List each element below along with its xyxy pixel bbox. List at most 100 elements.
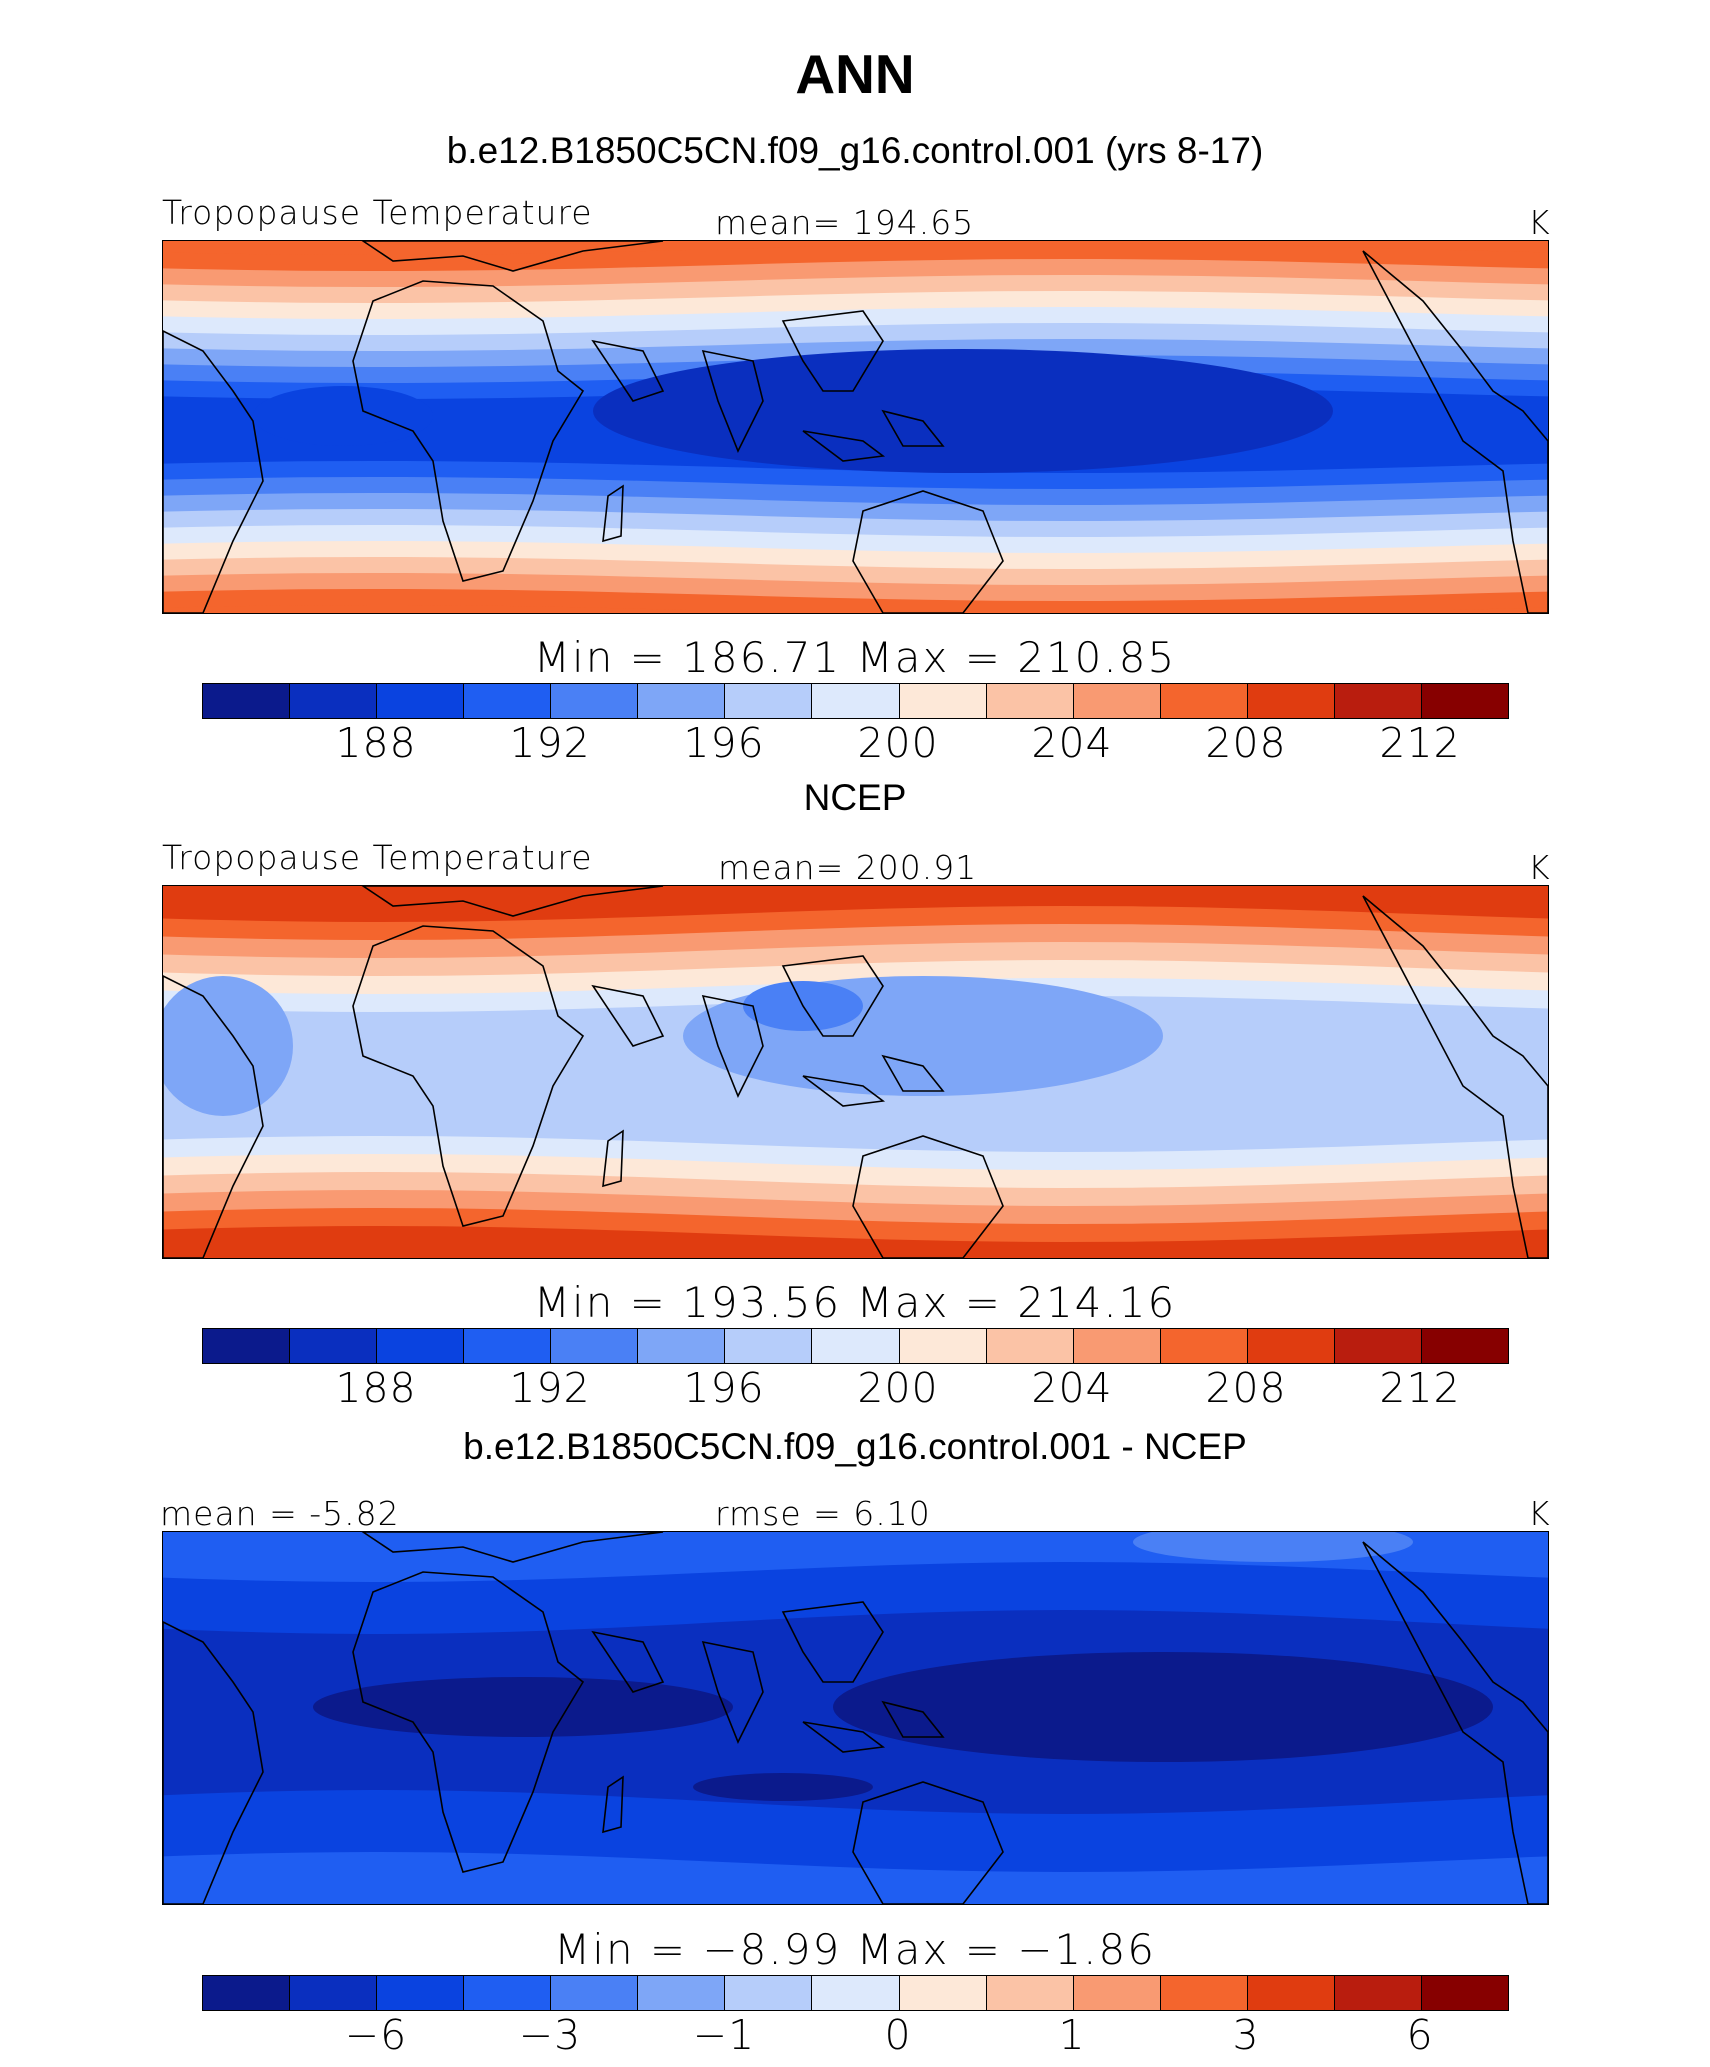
colorbar-tick-label: 212 (1379, 1364, 1461, 1412)
colorbar-cell (290, 684, 378, 718)
colorbar-cell (1247, 1329, 1335, 1363)
colorbar-tick-label: 196 (683, 1364, 765, 1412)
panel-1-units-label: K (1528, 203, 1551, 242)
coastline (602, 1129, 624, 1188)
coastline (163, 330, 264, 613)
colorbar-cell (1334, 1976, 1422, 2010)
colorbar-cell (725, 684, 813, 718)
coastline (852, 1135, 1004, 1258)
panel-3-min-max: Min = −8.99 Max = −1.86 (554, 1925, 1156, 1974)
panel-3-colorbar-ticks: −6 −3 −1 0 1 3 6 (202, 2011, 1507, 2059)
colorbar-cell (1247, 1976, 1335, 2010)
coastline (852, 490, 1004, 613)
colorbar-cell (1160, 1976, 1248, 2010)
coastline (781, 1601, 945, 1753)
colorbar-tick-label: 0 (884, 2011, 912, 2059)
colorbar-cell (812, 1976, 900, 2010)
colorbar-cell (1334, 684, 1422, 718)
colorbar-tick-label: −3 (518, 2011, 582, 2059)
panel-1-field (163, 241, 1548, 613)
colorbar-cell (986, 684, 1074, 718)
panel-2-colorbar (202, 1328, 1509, 1364)
colorbar-tick-label: 200 (857, 719, 939, 767)
colorbar-tick-label: 200 (857, 1364, 939, 1412)
panel-3-field (163, 1532, 1548, 1904)
panel-2-variable-label: Tropopause Temperature (162, 838, 593, 877)
panel-2-map (162, 885, 1549, 1259)
coastline (361, 1532, 664, 1563)
contour-region (253, 386, 433, 446)
colorbar-cell (1421, 684, 1508, 718)
colorbar-tick-label: −6 (344, 2011, 408, 2059)
contour-region (833, 1652, 1493, 1762)
colorbar-tick-label: 1 (1058, 2011, 1086, 2059)
panel-1-map (162, 240, 1549, 614)
colorbar-cell (1073, 684, 1161, 718)
colorbar-cell (1073, 1976, 1161, 2010)
coastline (163, 1621, 264, 1904)
panel-2-subtitle: NCEP (803, 777, 907, 818)
colorbar-tick-label: −1 (692, 2011, 756, 2059)
panel-3-rmse-label: rmse = 6.10 (715, 1494, 931, 1533)
colorbar-tick-label: 204 (1031, 719, 1113, 767)
contour-region (163, 976, 293, 1116)
colorbar-cell (1073, 1329, 1161, 1363)
coastline (361, 241, 664, 272)
colorbar-tick-label: 188 (335, 1364, 417, 1412)
colorbar-cell (638, 1976, 726, 2010)
coastline (1362, 895, 1548, 1258)
colorbar-tick-label: 204 (1031, 1364, 1113, 1412)
contour-region (313, 1677, 733, 1737)
panel-3-subtitle: b.e12.B1850C5CN.f09_g16.control.001 - NC… (463, 1426, 1247, 1467)
coastline (591, 339, 764, 453)
colorbar-tick-label: 188 (335, 719, 417, 767)
colorbar-tick-label: 192 (509, 1364, 591, 1412)
contour-region (1133, 1532, 1413, 1562)
colorbar-cell (812, 1329, 900, 1363)
colorbar-cell (1334, 1329, 1422, 1363)
colorbar-cell (290, 1976, 378, 2010)
panel-1-colorbar-ticks: 188 192 196 200 204 208 212 (202, 719, 1507, 767)
coastline (352, 925, 585, 1227)
coastline (352, 1571, 585, 1873)
colorbar-cell (464, 1329, 552, 1363)
colorbar-cell (725, 1329, 813, 1363)
colorbar-cell (638, 684, 726, 718)
colorbar-cell (551, 684, 639, 718)
coastline (852, 1781, 1004, 1904)
colorbar-cell (986, 1976, 1074, 2010)
panel-2-colorbar-ticks: 188 192 196 200 204 208 212 (202, 1364, 1507, 1412)
coastline (591, 984, 764, 1098)
panel-2-units-label: K (1528, 848, 1551, 887)
colorbar-cell (377, 1329, 465, 1363)
panel-3-mean-label: mean = -5.82 (160, 1494, 400, 1533)
panel-1-min-max: Min = 186.71 Max = 210.85 (533, 633, 1177, 682)
panel-2-mean-label: mean= 200.91 (718, 848, 978, 887)
panel-3-colorbar (202, 1975, 1509, 2011)
colorbar-cell (377, 684, 465, 718)
colorbar-tick-label: 208 (1205, 719, 1287, 767)
contour-region (693, 1773, 873, 1801)
colorbar-cell (986, 1329, 1074, 1363)
colorbar-tick-label: 3 (1232, 2011, 1260, 2059)
colorbar-cell (290, 1329, 378, 1363)
colorbar-cell (899, 1976, 987, 2010)
panel-2-field (163, 886, 1548, 1258)
panel-1-variable-label: Tropopause Temperature (162, 193, 593, 232)
panel-1-mean-label: mean= 194.65 (715, 203, 975, 242)
coastline (781, 310, 945, 462)
colorbar-cell (551, 1976, 639, 2010)
figure-title: ANN (795, 43, 915, 105)
colorbar-tick-label: 212 (1379, 719, 1461, 767)
colorbar-cell (203, 1329, 291, 1363)
coastline (591, 1630, 764, 1744)
colorbar-cell (899, 1329, 987, 1363)
colorbar-tick-label: 196 (683, 719, 765, 767)
panel-3-map (162, 1531, 1549, 1905)
panel-1-subtitle: b.e12.B1850C5CN.f09_g16.control.001 (yrs… (446, 130, 1264, 171)
colorbar-cell (1160, 1329, 1248, 1363)
coastline (1362, 250, 1548, 613)
contour-region (593, 349, 1333, 473)
colorbar-tick-label: 208 (1205, 1364, 1287, 1412)
colorbar-cell (464, 684, 552, 718)
